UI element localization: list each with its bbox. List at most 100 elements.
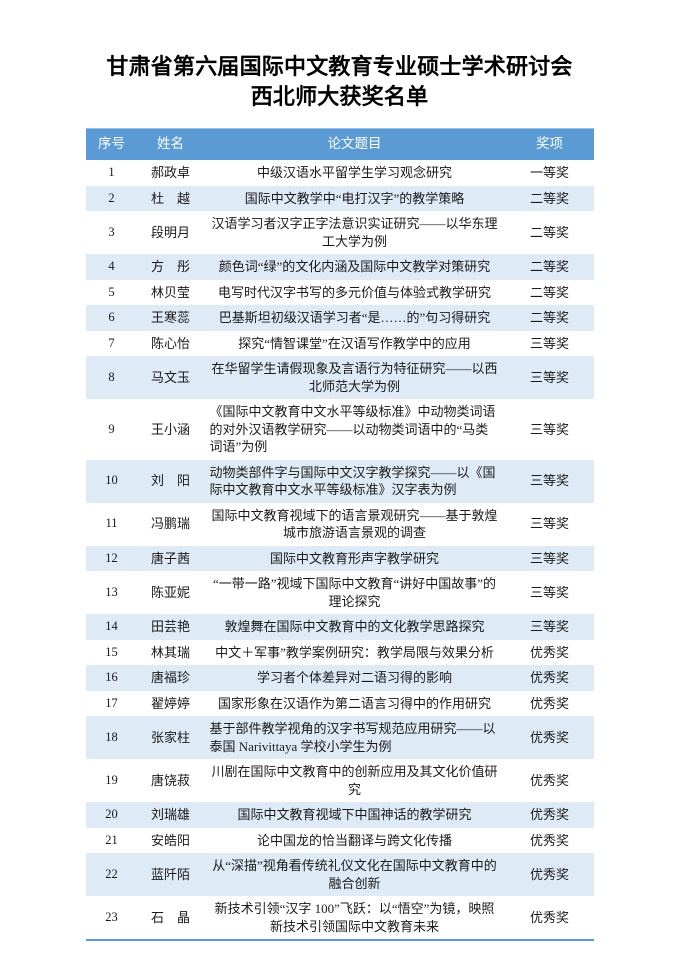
cell-paper-title: 新技术引领“汉字 100”飞跃：以“悟空”为镜，映照新技术引领国际中文教育未来: [203, 896, 506, 940]
cell-paper-title: 中级汉语水平留学生学习观念研究: [203, 160, 506, 186]
cell-no: 12: [85, 545, 138, 571]
cell-paper-title: 国际中文教育视域下中国神话的教学研究: [203, 802, 506, 828]
cell-no: 2: [85, 185, 138, 211]
cell-award: 优秀奖: [505, 665, 594, 691]
cell-award: 三等奖: [505, 614, 594, 640]
cell-name: 冯鹏瑞: [137, 502, 204, 546]
cell-name: 翟婷婷: [137, 690, 204, 716]
cell-name: 郝政卓: [137, 160, 204, 186]
title-line-1: 甘肃省第六届国际中文教育专业硕士学术研讨会: [106, 54, 573, 79]
cell-award: 三等奖: [505, 330, 594, 356]
cell-award: 二等奖: [505, 185, 594, 211]
cell-award: 二等奖: [505, 211, 594, 254]
cell-name: 杜 越: [137, 185, 204, 211]
cell-award: 三等奖: [505, 571, 594, 614]
table-row: 12 唐子茜 国际中文教育形声字教学研究 三等奖: [85, 545, 594, 571]
cell-no: 1: [85, 160, 138, 186]
cell-no: 18: [85, 716, 138, 759]
cell-paper-title: 在华留学生请假现象及言语行为特征研究——以西北师范大学为例: [203, 356, 506, 399]
cell-paper-title: “一带一路”视域下国际中文教育“讲好中国故事”的理论探究: [203, 571, 506, 614]
cell-no: 7: [85, 330, 138, 356]
table-row: 3 段明月 汉语学习者汉字正字法意识实证研究——以华东理工大学为例 二等奖: [85, 211, 594, 254]
cell-award: 三等奖: [505, 545, 594, 571]
table-row: 15 林其瑞 中文＋军事”教学案例研究：教学局限与效果分析 优秀奖: [85, 639, 594, 665]
cell-no: 10: [85, 459, 138, 503]
column-header-no: 序号: [85, 128, 138, 160]
cell-name: 陈心怡: [137, 330, 204, 356]
cell-paper-title: 探究“情智课堂”在汉语写作教学中的应用: [203, 330, 506, 356]
cell-paper-title: 川剧在国际中文教育中的创新应用及其文化价值研究: [203, 759, 506, 802]
cell-award: 优秀奖: [505, 716, 594, 759]
cell-award: 一等奖: [505, 160, 594, 186]
cell-no: 17: [85, 690, 138, 716]
table-row: 7 陈心怡 探究“情智课堂”在汉语写作教学中的应用 三等奖: [85, 330, 594, 356]
cell-paper-title: 国际中文教育形声字教学研究: [203, 545, 506, 571]
page-title: 甘肃省第六届国际中文教育专业硕士学术研讨会 西北师大获奖名单: [0, 0, 679, 112]
cell-name: 田芸艳: [137, 614, 204, 640]
cell-name: 安皓阳: [137, 827, 204, 853]
table-row: 23 石 晶新技术引领“汉字 100”飞跃：以“悟空”为镜，映照新技术引领国际中文…: [85, 896, 594, 940]
cell-award: 优秀奖: [505, 853, 594, 896]
cell-paper-title: 基于部件教学视角的汉字书写规范应用研究——以泰国 Narivittaya 学校小…: [203, 716, 506, 759]
cell-award: 三等奖: [505, 459, 594, 503]
cell-no: 6: [85, 305, 138, 331]
cell-paper-title: 论中国龙的恰当翻译与跨文化传播: [203, 827, 506, 853]
cell-name: 张家柱: [137, 716, 204, 759]
cell-no: 8: [85, 356, 138, 399]
table-header-row: 序号 姓名 论文题目 奖项: [85, 128, 594, 160]
cell-paper-title: 颜色词“绿”的文化内涵及国际中文教学对策研究: [203, 254, 506, 280]
cell-no: 4: [85, 254, 138, 280]
cell-award: 二等奖: [505, 279, 594, 305]
cell-paper-title: 中文＋军事”教学案例研究：教学局限与效果分析: [203, 639, 506, 665]
cell-name: 林贝莹: [137, 279, 204, 305]
cell-paper-title: 国际中文教学中“电打汉字”的教学策略: [203, 185, 506, 211]
table-row: 19 唐饶菽 川剧在国际中文教育中的创新应用及其文化价值研究 优秀奖: [85, 759, 594, 802]
cell-name: 唐饶菽: [137, 759, 204, 802]
cell-paper-title: 敦煌舞在国际中文教育中的文化教学思路探究: [203, 614, 506, 640]
award-table: 序号 姓名 论文题目 奖项 1 郝政卓 中级汉语水平留学生学习观念研究 一等奖 2 杜 越…: [85, 128, 594, 941]
cell-award: 三等奖: [505, 502, 594, 546]
cell-award: 二等奖: [505, 305, 594, 331]
cell-award: 优秀奖: [505, 896, 594, 940]
table-row: 18 张家柱 基于部件教学视角的汉字书写规范应用研究——以泰国 Narivittay…: [85, 716, 594, 759]
cell-paper-title: 汉语学习者汉字正字法意识实证研究——以华东理工大学为例: [203, 211, 506, 254]
table-header: 序号 姓名 论文题目 奖项: [85, 128, 594, 160]
cell-paper-title: 《国际中文教育中文水平等级标准》中动物类词语的对外汉语教学研究——以动物类词语中…: [203, 399, 506, 460]
cell-award: 优秀奖: [505, 802, 594, 828]
cell-no: 15: [85, 639, 138, 665]
cell-paper-title: 电写时代汉字书写的多元价值与体验式教学研究: [203, 279, 506, 305]
cell-no: 3: [85, 211, 138, 254]
cell-award: 二等奖: [505, 254, 594, 280]
cell-no: 11: [85, 502, 138, 546]
cell-no: 13: [85, 571, 138, 614]
cell-name: 石 晶: [137, 896, 204, 940]
table-row: 11 冯鹏瑞 国际中文教育视域下的语言景观研究——基于敦煌城市旅游语言景观的调查 三等…: [85, 502, 594, 546]
cell-paper-title: 国际中文教育视域下的语言景观研究——基于敦煌城市旅游语言景观的调查: [203, 502, 506, 546]
cell-no: 9: [85, 399, 138, 460]
cell-name: 陈亚妮: [137, 571, 204, 614]
cell-award: 优秀奖: [505, 690, 594, 716]
table-body: 1 郝政卓 中级汉语水平留学生学习观念研究 一等奖 2 杜 越国际中文教学中“电打汉字”的…: [85, 160, 594, 940]
cell-name: 马文玉: [137, 356, 204, 399]
cell-paper-title: 国家形象在汉语作为第二语言习得中的作用研究: [203, 690, 506, 716]
cell-name: 刘 阳: [137, 459, 204, 503]
cell-name: 段明月: [137, 211, 204, 254]
table-row: 22 蓝阡陌 从“深描”视角看传统礼仪文化在国际中文教育中的融合创新 优秀奖: [85, 853, 594, 896]
table-row: 8 马文玉 在华留学生请假现象及言语行为特征研究——以西北师范大学为例 三等奖: [85, 356, 594, 399]
table-row: 5 林贝莹 电写时代汉字书写的多元价值与体验式教学研究 二等奖: [85, 279, 594, 305]
table-row: 1 郝政卓 中级汉语水平留学生学习观念研究 一等奖: [85, 160, 594, 186]
cell-no: 19: [85, 759, 138, 802]
table-row: 16 唐福珍 学习者个体差异对二语习得的影响 优秀奖: [85, 665, 594, 691]
cell-no: 5: [85, 279, 138, 305]
column-header-name: 姓名: [137, 128, 204, 160]
cell-no: 23: [85, 896, 138, 940]
cell-name: 王寒蕊: [137, 305, 204, 331]
cell-name: 方 彤: [137, 254, 204, 280]
cell-no: 21: [85, 827, 138, 853]
table-row: 21 安皓阳 论中国龙的恰当翻译与跨文化传播 优秀奖: [85, 827, 594, 853]
cell-award: 三等奖: [505, 399, 594, 460]
column-header-award: 奖项: [505, 128, 594, 160]
table-row: 13 陈亚妮 “一带一路”视域下国际中文教育“讲好中国故事”的理论探究 三等奖: [85, 571, 594, 614]
